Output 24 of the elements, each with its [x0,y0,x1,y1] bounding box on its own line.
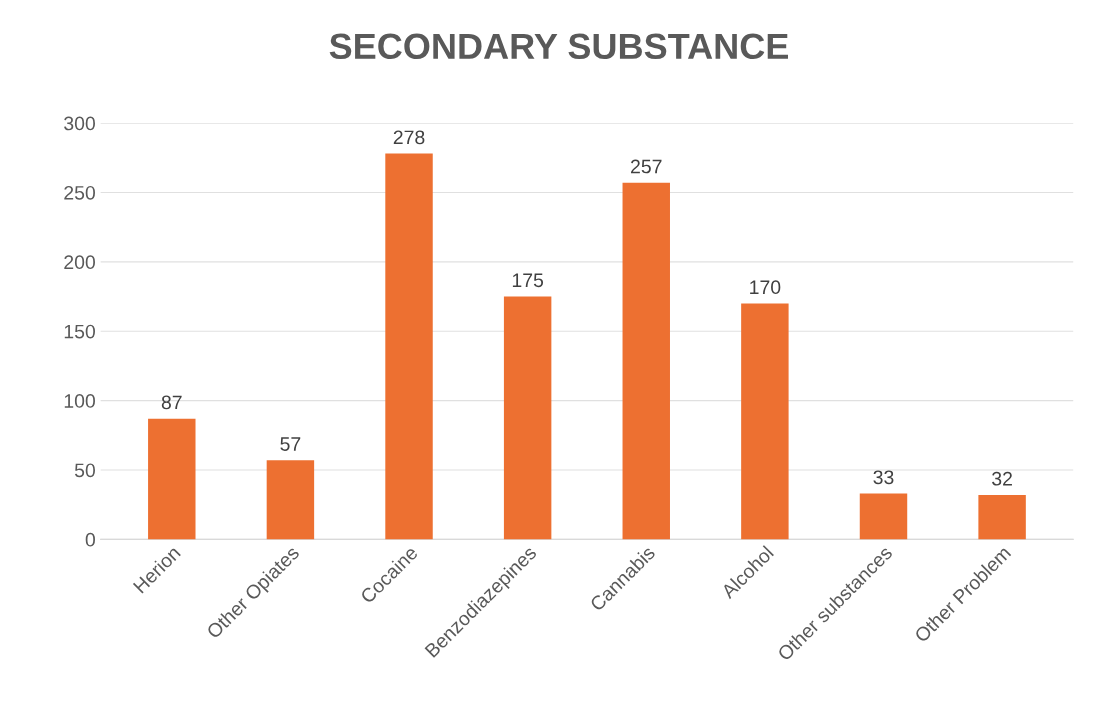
chart-title: SECONDARY SUBSTANCE [329,33,788,60]
y-tick-label: 50 [74,463,95,478]
y-tick-label: 100 [64,394,95,408]
bar [503,296,552,540]
bar [741,303,789,540]
data-label: 57 [280,437,301,451]
data-label: 257 [631,159,662,174]
y-tick-label: 0 [85,532,95,547]
data-label: 175 [512,273,544,288]
data-label: 170 [750,280,781,295]
bar [978,494,1026,540]
bar [622,182,670,540]
data-label: 32 [992,471,1012,486]
bar [385,153,433,540]
data-label: 87 [161,395,182,410]
data-label: 278 [393,130,425,145]
bar [859,493,908,540]
data-label: 33 [873,470,894,485]
y-tick-label: 200 [64,255,95,270]
y-tick-label: 250 [64,185,95,200]
y-tick-label: 300 [64,116,95,131]
bar [148,418,196,540]
y-tick-label: 150 [64,324,95,339]
bar [266,460,315,540]
